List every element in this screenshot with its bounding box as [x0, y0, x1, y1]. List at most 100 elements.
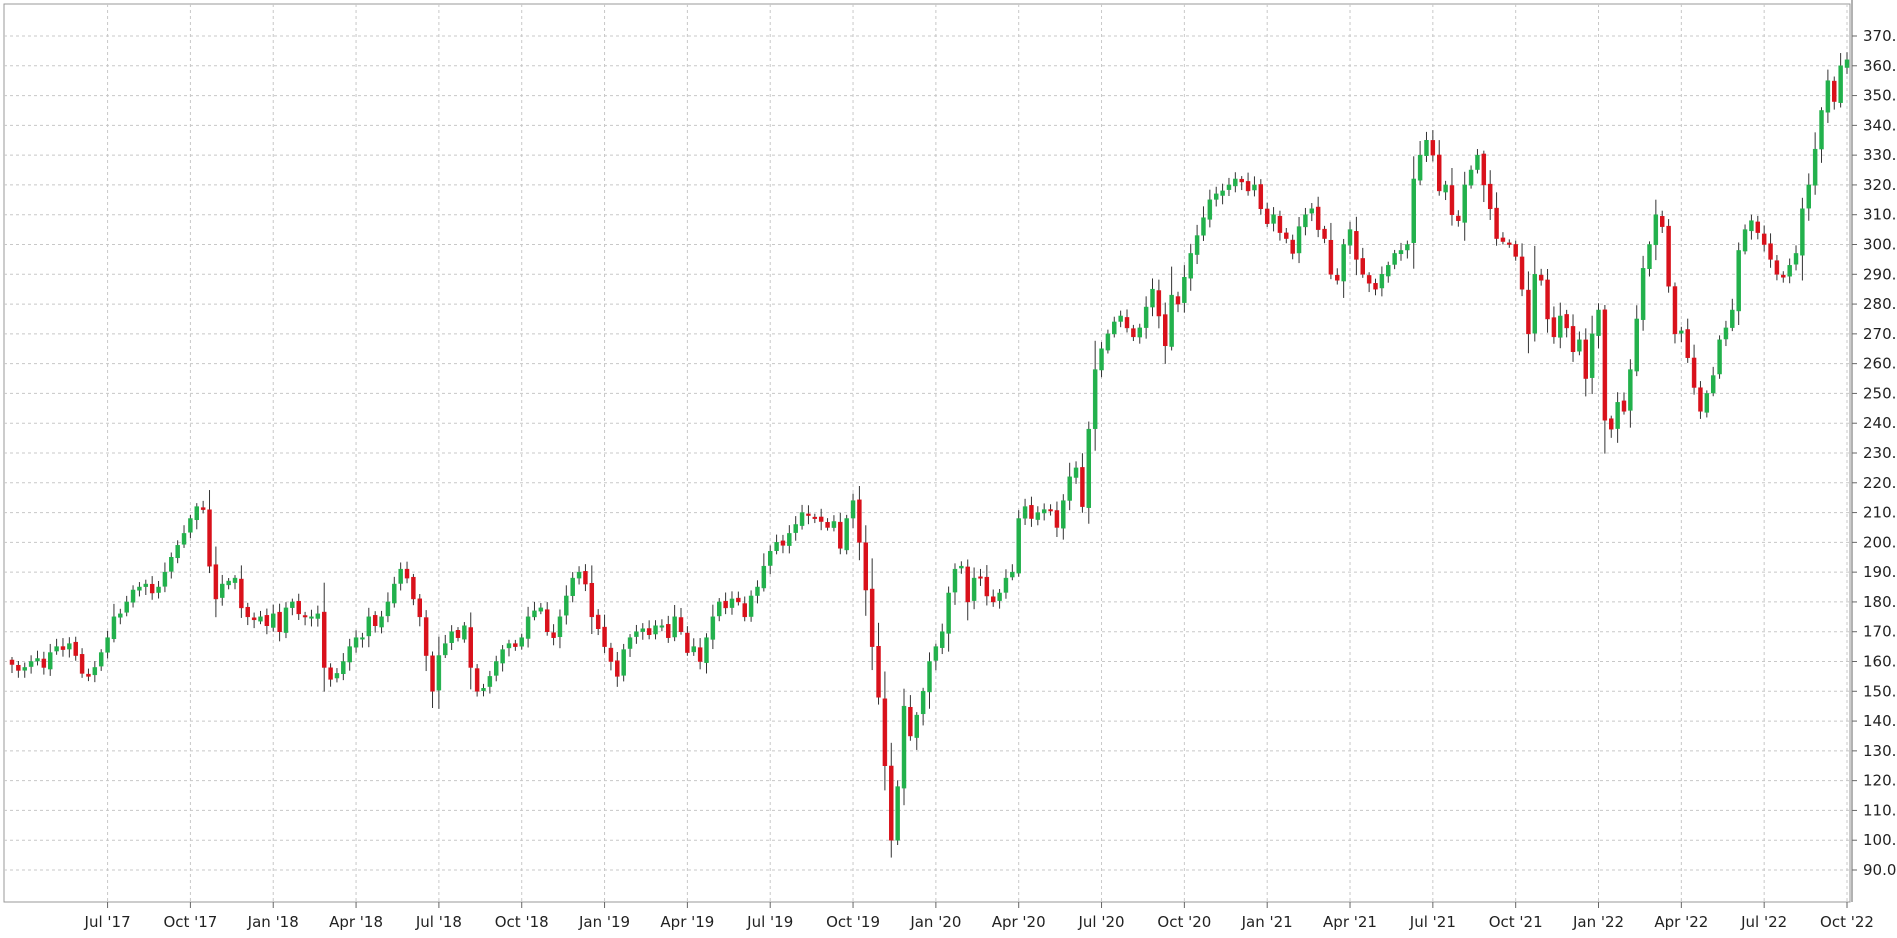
- candle-body: [1660, 216, 1665, 227]
- candle-body: [997, 592, 1002, 601]
- candle-body: [1679, 330, 1684, 334]
- candle-body: [67, 643, 72, 650]
- candle-body: [519, 637, 524, 647]
- candle-body: [990, 596, 996, 603]
- candle-body: [417, 598, 423, 618]
- candle-body: [468, 627, 473, 668]
- candle-body: [666, 624, 671, 638]
- candle-body: [22, 667, 27, 671]
- y-tick-label: 350.00: [1863, 87, 1897, 105]
- candle-body: [736, 597, 741, 603]
- candle-body: [1118, 315, 1123, 322]
- candle-body: [946, 592, 951, 634]
- candle-body: [1061, 500, 1066, 529]
- candle-body: [1481, 153, 1487, 186]
- candle-body: [1564, 314, 1569, 329]
- candle-body: [978, 576, 983, 579]
- candle-body: [691, 646, 696, 653]
- candle-body: [16, 664, 21, 671]
- candle-body: [895, 786, 900, 841]
- grid: [3, 0, 1853, 903]
- candle-body: [481, 688, 486, 691]
- candle-body: [1468, 169, 1474, 186]
- candle-body: [1774, 260, 1780, 275]
- x-tick-label: Apr '19: [660, 913, 714, 931]
- candle-body: [290, 601, 295, 608]
- candle-body: [1092, 369, 1098, 429]
- candle-body: [793, 524, 798, 533]
- candle-body: [627, 637, 633, 649]
- candle-body: [602, 626, 607, 647]
- y-tick-label: 120.00: [1863, 772, 1897, 790]
- candle-body: [353, 637, 359, 648]
- candle-body: [1366, 275, 1372, 284]
- candle-body: [474, 668, 480, 692]
- candle-body: [882, 698, 888, 767]
- candle-body: [723, 600, 728, 609]
- candle-body: [1175, 296, 1181, 305]
- candle-body: [538, 607, 544, 612]
- candle-body: [755, 586, 760, 596]
- candle-body: [200, 507, 206, 510]
- candle-body: [194, 506, 199, 521]
- candle-body: [1067, 476, 1072, 501]
- candle-body: [48, 652, 53, 670]
- candle-body: [1507, 242, 1512, 245]
- candle-body: [557, 616, 563, 637]
- candle-body: [901, 705, 907, 789]
- candle-body: [118, 613, 123, 618]
- candle-body: [838, 521, 843, 549]
- candle-body: [1029, 505, 1034, 519]
- candle-body: [672, 616, 677, 638]
- candle-body: [1258, 184, 1264, 210]
- x-tick-label: Jul '22: [1740, 913, 1787, 931]
- candle-body: [28, 661, 34, 667]
- candle-body: [1392, 253, 1397, 265]
- candle-body: [9, 659, 15, 665]
- candle-body: [1806, 184, 1811, 209]
- candle-body: [1226, 184, 1232, 190]
- candle-body: [825, 522, 830, 528]
- candle-body: [124, 601, 129, 613]
- candle-body: [328, 667, 333, 680]
- candle-body: [1685, 329, 1690, 358]
- candle-body: [1519, 256, 1525, 290]
- candle-body: [1080, 467, 1085, 507]
- candle-body: [1800, 208, 1805, 256]
- y-tick-label: 160.00: [1863, 653, 1897, 671]
- candle-body: [1436, 154, 1442, 192]
- candle-body: [1035, 512, 1041, 520]
- candle-body: [1500, 237, 1506, 242]
- candle-body: [551, 632, 556, 638]
- candle-body: [1239, 178, 1244, 183]
- candle-body: [1213, 193, 1219, 200]
- candle-body: [634, 631, 639, 637]
- candle-body: [1621, 400, 1627, 412]
- candle-body: [787, 533, 792, 546]
- candle-body: [296, 600, 301, 615]
- candle-body: [1073, 467, 1079, 478]
- candle-body: [226, 580, 231, 586]
- candle-body: [767, 551, 773, 566]
- candle-body: [576, 571, 582, 579]
- candle-body: [1736, 250, 1741, 312]
- candle-body: [398, 568, 403, 584]
- candle-body: [748, 595, 754, 617]
- candle-body: [1666, 225, 1671, 287]
- candle-body: [1615, 402, 1620, 429]
- candle-body: [347, 646, 352, 663]
- y-tick-label: 230.00: [1863, 444, 1897, 462]
- y-tick-label: 300.00: [1863, 236, 1897, 254]
- candle-body: [487, 676, 493, 687]
- candle-body: [360, 637, 365, 640]
- candle-body: [850, 500, 856, 519]
- candle-body: [544, 609, 550, 632]
- candle-body: [653, 625, 658, 635]
- candle-body: [1405, 244, 1410, 251]
- candle-body: [86, 673, 91, 677]
- x-tick-label: Oct '18: [495, 913, 549, 931]
- y-tick-label: 240.00: [1863, 414, 1897, 432]
- y-tick-label: 140.00: [1863, 712, 1897, 730]
- candle-body: [73, 641, 78, 656]
- candle-body: [169, 557, 174, 572]
